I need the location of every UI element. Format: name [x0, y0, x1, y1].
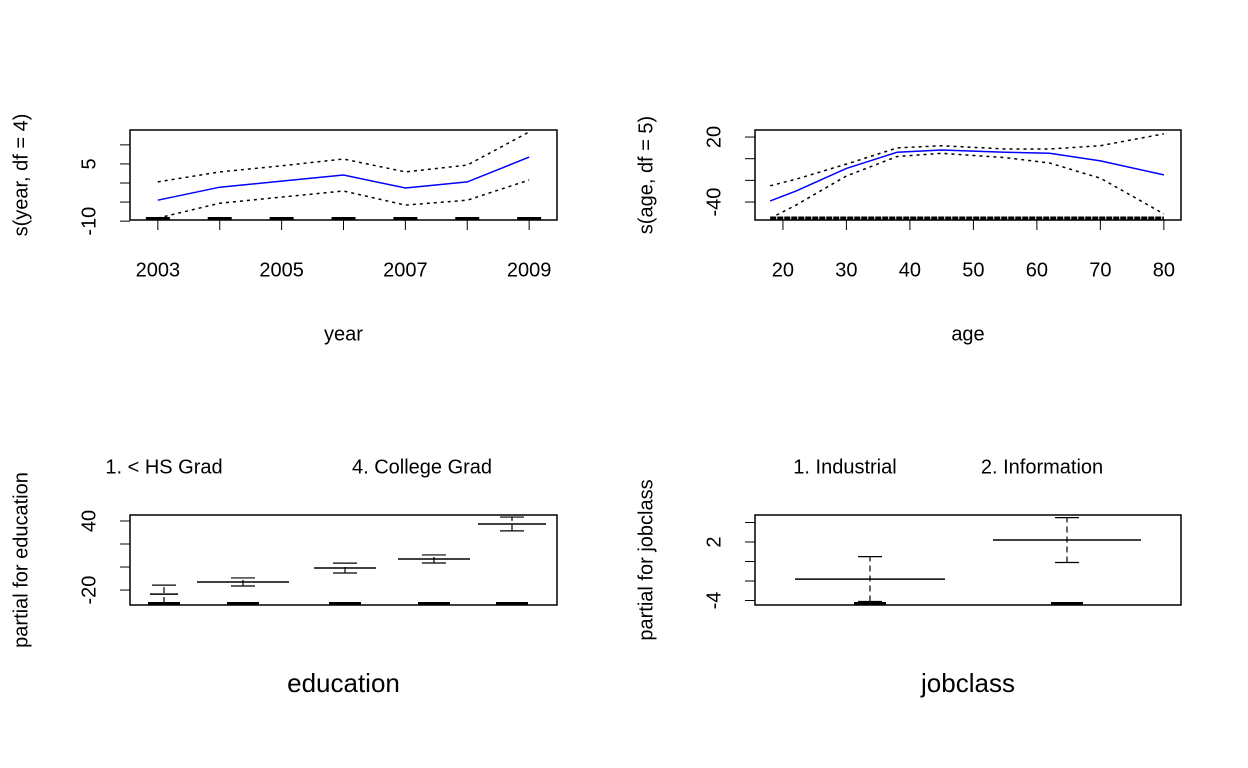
y-tick-label: 5	[78, 158, 100, 169]
plot-area	[145, 131, 542, 220]
plot-frame	[754, 514, 1182, 606]
fit-line	[157, 156, 530, 201]
x-axis-label: jobclass	[920, 668, 1015, 698]
x-tick-label: 20	[772, 259, 794, 281]
fit-line	[769, 149, 1165, 202]
y-tick-label: -10	[78, 207, 100, 236]
x-tick-label: 2003	[136, 259, 181, 281]
y-tick-label: 40	[78, 510, 100, 532]
x-axis-label: year	[324, 323, 363, 345]
y-axis-label: partial for education	[10, 472, 32, 648]
lower-band	[769, 152, 1165, 219]
x-tick-label: 50	[962, 259, 984, 281]
plot-frame	[129, 514, 558, 606]
x-tick-label: 80	[1153, 259, 1175, 281]
category-label: 1. Industrial	[793, 456, 896, 478]
x-axis-label: age	[951, 323, 984, 345]
plot-frame	[129, 129, 558, 221]
x-axis-label: education	[287, 668, 400, 698]
y-axis-label: s(year, df = 4)	[10, 114, 32, 237]
plot-area	[795, 517, 1141, 605]
y-tick-label: 20	[703, 126, 725, 148]
upper-band	[770, 133, 1165, 187]
x-tick-label: 30	[835, 259, 857, 281]
plot-area	[769, 133, 1165, 220]
x-tick-label: 2007	[383, 259, 428, 281]
category-label: 1. < HS Grad	[105, 456, 222, 478]
x-tick-label: 40	[899, 259, 921, 281]
y-tick-label: -4	[703, 592, 725, 610]
x-tick-label: 2009	[507, 259, 552, 281]
lower-band	[157, 179, 530, 219]
x-tick-label: 60	[1026, 259, 1048, 281]
plot-frame	[754, 129, 1182, 221]
y-tick-label: -40	[703, 188, 725, 217]
category-label: 4. College Grad	[352, 456, 492, 478]
category-label: 2. Information	[981, 456, 1103, 478]
plot-area	[148, 516, 546, 605]
x-tick-label: 2005	[259, 259, 304, 281]
y-tick-label: 2	[703, 536, 725, 547]
y-tick-label: -20	[78, 576, 100, 605]
y-axis-label: partial for jobclass	[635, 479, 657, 640]
y-axis-label: s(age, df = 5)	[635, 116, 657, 234]
x-tick-label: 70	[1089, 259, 1111, 281]
